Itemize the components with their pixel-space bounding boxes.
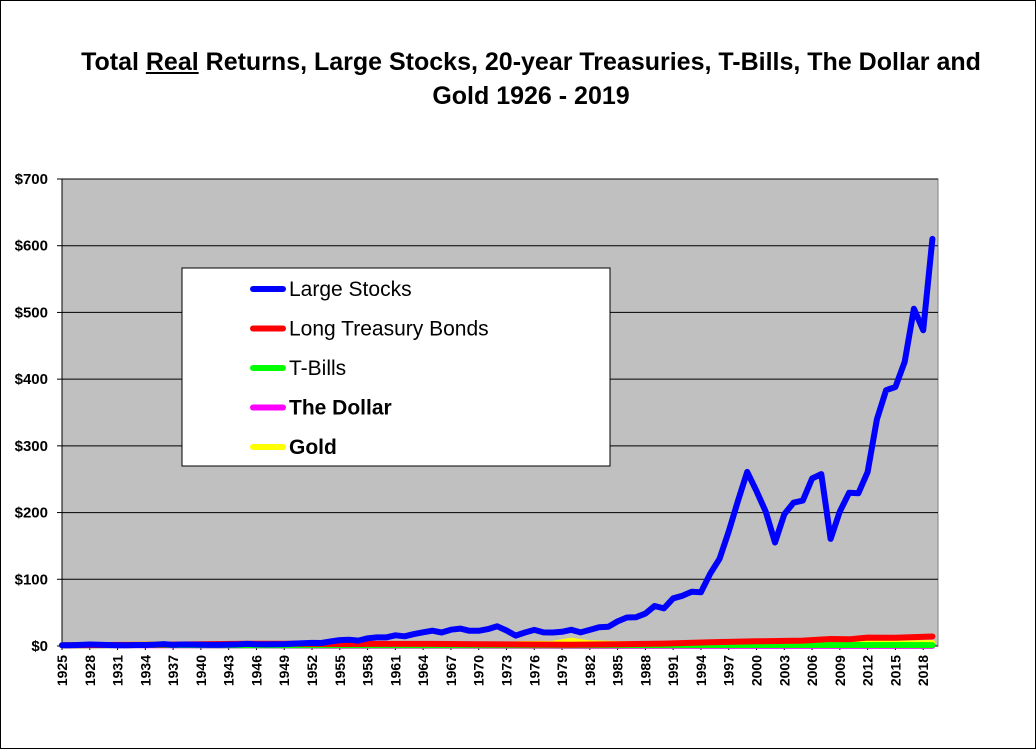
x-tick-label: 2018 [915,655,931,686]
x-tick-label: 1937 [165,655,181,686]
legend-label-gold: Gold [289,436,337,459]
y-tick-label: $200 [15,505,48,522]
title-part-1: Total [81,48,146,76]
x-tick-label: 1973 [498,655,514,686]
x-tick-label: 1991 [665,655,681,686]
x-tick-label: 1970 [471,655,487,686]
x-tick-label: 1994 [693,655,709,686]
y-tick-label: $700 [15,171,48,188]
legend-label-large-stocks: Large Stocks [289,278,412,301]
legend-label-t-bills: T-Bills [289,357,346,380]
x-tick-label: 1934 [137,655,153,686]
y-tick-label: $500 [15,304,48,321]
x-tick-label: 1940 [193,655,209,686]
y-tick-label: $100 [15,571,48,588]
title-part-2: Returns, Large Stocks, 20-year Treasurie… [198,48,981,110]
x-tick-label: 2015 [887,655,903,686]
x-tick-label: 1928 [82,655,98,686]
x-tick-label: 1952 [304,655,320,686]
x-tick-label: 2012 [860,655,876,686]
y-tick-label: $400 [15,371,48,388]
series-lines [59,235,936,649]
y-tick-label: $0 [31,638,48,655]
x-tick-label: 2006 [804,655,820,686]
x-tick-label: 1949 [276,655,292,686]
title-underlined-word: Real [145,48,199,76]
x-tick-label: 2009 [832,655,848,686]
x-tick-label: 2000 [749,655,765,686]
x-tick-label: 1976 [526,655,542,686]
legend: Large Stocks Long Treasury Bonds T-Bills Th… [181,267,611,467]
legend-label-long-treasury-bonds: Long Treasury Bonds [289,318,489,341]
x-tick-label: 1943 [221,655,237,686]
y-tick-label: $300 [15,438,48,455]
x-tick-label: 1961 [387,655,403,686]
x-tick-label: 1931 [110,655,126,686]
x-tick-label: 1982 [582,655,598,686]
x-tick-label: 1979 [554,655,570,686]
x-tick-label: 1946 [248,655,264,686]
x-tick-label: 1985 [610,655,626,686]
x-tick-label: 1925 [54,655,70,686]
legend-label-the-dollar: The Dollar [289,397,392,420]
chart-title: Total Real Returns, Large Stocks, 20-yea… [61,45,1001,113]
x-tick-label: 1967 [443,655,459,686]
x-tick-label: 2003 [776,655,792,686]
y-tick-label: $600 [15,238,48,255]
x-tick-label: 1997 [721,655,737,686]
x-tick-label: 1964 [415,655,431,686]
x-tick-label: 1988 [637,655,653,686]
series-line-large-stocks [59,235,936,649]
x-tick-label: 1955 [332,655,348,686]
x-tick-label: 1958 [360,655,376,686]
